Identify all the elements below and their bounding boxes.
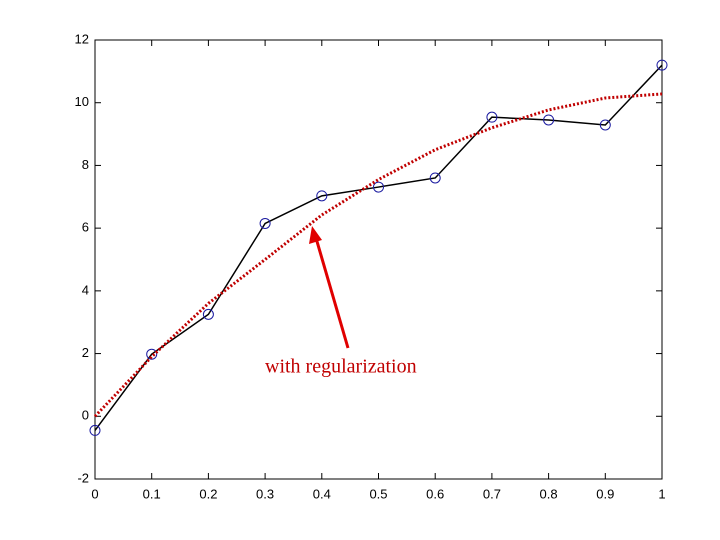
point-marker: [259, 217, 271, 229]
annotation-arrow-shaft: [314, 237, 350, 349]
annotation: with regularization: [265, 356, 417, 378]
point-marker: [429, 172, 441, 184]
x-tick-label: 0.6: [426, 486, 444, 501]
point-marker: [599, 119, 611, 131]
y-tick-label: 0: [82, 408, 89, 423]
y-tick-label: 8: [82, 157, 89, 172]
series-line: [94, 64, 663, 431]
point-marker: [486, 111, 498, 123]
point-marker: [656, 59, 668, 71]
x-tick-label: 0.1: [143, 486, 161, 501]
x-tick-label: 0.4: [313, 486, 331, 501]
y-tick-label: 12: [75, 31, 89, 46]
plot-frame: [94, 39, 663, 480]
point-marker: [373, 181, 384, 193]
point-marker: [543, 114, 555, 126]
x-tick-label: 0.5: [369, 486, 387, 501]
x-tick-label: 0.3: [256, 486, 274, 501]
annotation-arrow-head: [309, 226, 322, 244]
y-tick-label: 2: [82, 345, 89, 360]
point-marker: [89, 424, 101, 436]
point-marker: [316, 190, 328, 202]
y-tick-label: 6: [82, 220, 89, 235]
y-tick-label: -2: [77, 470, 89, 485]
x-tick-label: 0.2: [199, 486, 217, 501]
x-tick-label: 0.7: [483, 486, 501, 501]
x-tick-label: 0.8: [540, 486, 558, 501]
x-tick-label: 0: [91, 486, 98, 501]
x-tick-label: 1: [658, 486, 665, 501]
y-tick-label: 10: [75, 94, 89, 109]
x-tick-label: 0.9: [596, 486, 614, 501]
y-tick-label: 4: [82, 282, 89, 297]
point-marker: [202, 308, 214, 320]
point-marker: [146, 348, 158, 360]
